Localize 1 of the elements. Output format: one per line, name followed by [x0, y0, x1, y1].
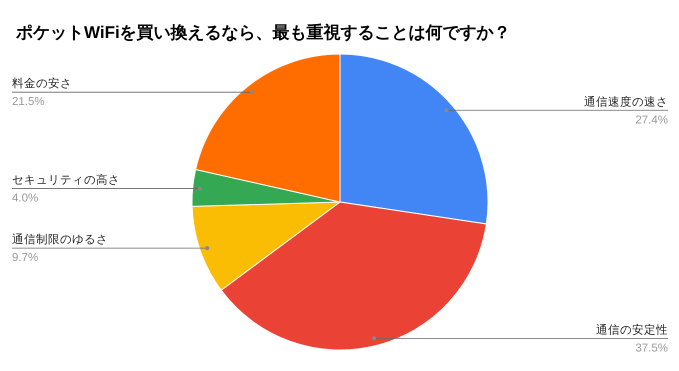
title: ポケットWiFiを買い換えるなら、最も重視することは何ですか？: [16, 23, 511, 42]
